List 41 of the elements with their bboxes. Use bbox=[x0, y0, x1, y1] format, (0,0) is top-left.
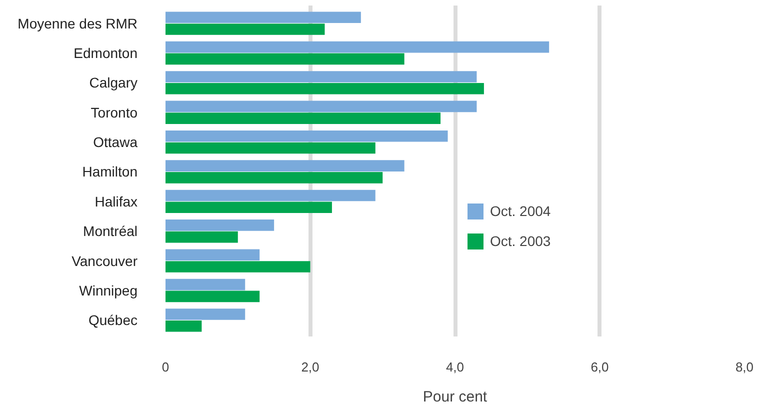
bar bbox=[166, 190, 376, 202]
bar bbox=[166, 278, 246, 290]
bar bbox=[166, 231, 238, 243]
bar bbox=[166, 220, 274, 231]
bar bbox=[166, 172, 383, 184]
x-axis-title: Pour cent bbox=[422, 388, 488, 406]
bar bbox=[166, 82, 484, 94]
y-tick-label: Calgary bbox=[89, 74, 138, 91]
bar bbox=[166, 112, 441, 124]
bar bbox=[166, 71, 477, 82]
bar bbox=[166, 12, 361, 24]
bar bbox=[166, 24, 325, 35]
y-tick-label: Québec bbox=[88, 312, 138, 328]
bar bbox=[166, 320, 202, 332]
y-tick-label: Ottawa bbox=[93, 134, 138, 150]
x-tick-label: 2,0 bbox=[301, 360, 320, 374]
x-tick-label: 8,0 bbox=[735, 360, 754, 374]
x-tick-label: 4,0 bbox=[446, 360, 464, 374]
x-tick-label: 6,0 bbox=[590, 360, 609, 374]
x-tick-label: 0 bbox=[162, 360, 170, 374]
bar bbox=[166, 160, 404, 172]
y-tick-label: Hamilton bbox=[82, 164, 138, 180]
y-tick-label: Halifax bbox=[94, 193, 138, 210]
bar bbox=[166, 261, 310, 272]
bar bbox=[166, 53, 404, 65]
bar bbox=[166, 308, 246, 320]
bar bbox=[166, 41, 550, 53]
y-tick-label: Vancouver bbox=[72, 252, 138, 269]
bar bbox=[166, 202, 332, 214]
legend-label: Oct. 2003 bbox=[490, 233, 551, 249]
bar bbox=[166, 100, 477, 112]
bar bbox=[166, 290, 260, 302]
y-tick-label: Toronto bbox=[90, 104, 138, 120]
y-tick-label: Edmonton bbox=[74, 45, 138, 61]
bar bbox=[166, 142, 376, 154]
legend-label: Oct. 2004 bbox=[490, 203, 551, 219]
y-tick-label: Montréal bbox=[83, 223, 138, 240]
bar bbox=[166, 130, 448, 142]
bar bbox=[166, 249, 260, 261]
y-tick-label: Winnipeg bbox=[79, 282, 138, 298]
y-tick-label: Moyenne des RMR bbox=[18, 15, 138, 32]
